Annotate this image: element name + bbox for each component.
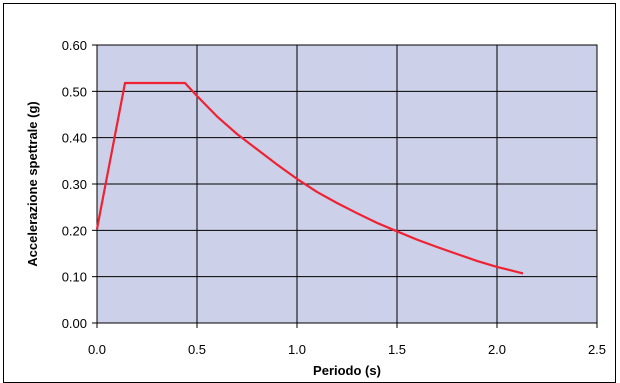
y-tick-labels: 0.00 0.10 0.20 0.30 0.40 0.50 0.60: [62, 38, 87, 331]
y-tick-label: 0.10: [62, 270, 87, 285]
series-line: [95, 81, 524, 275]
x-tick-label: 1.0: [288, 342, 306, 357]
x-tick-label: 2.0: [488, 342, 506, 357]
y-tick-label: 0.20: [62, 223, 87, 238]
x-axis-label: Periodo (s): [313, 363, 381, 378]
y-tick-label: 0.40: [62, 131, 87, 146]
y-axis-label: Accelerazione spettrale (g): [25, 101, 40, 266]
y-tick-label: 0.00: [62, 316, 87, 331]
series-group: [95, 81, 524, 275]
x-tick-label: 1.5: [388, 342, 406, 357]
x-tick-labels: 0.0 0.5 1.0 1.5 2.0 2.5: [88, 342, 606, 357]
x-tick-label: 2.5: [588, 342, 606, 357]
y-tick-label: 0.50: [62, 84, 87, 99]
y-tick-label: 0.60: [62, 38, 87, 53]
plot-border: [96, 44, 598, 324]
y-tick-label: 0.30: [62, 177, 87, 192]
x-tick-label: 0.5: [188, 342, 206, 357]
axes: [92, 44, 598, 328]
x-tick-label: 0.0: [88, 342, 106, 357]
